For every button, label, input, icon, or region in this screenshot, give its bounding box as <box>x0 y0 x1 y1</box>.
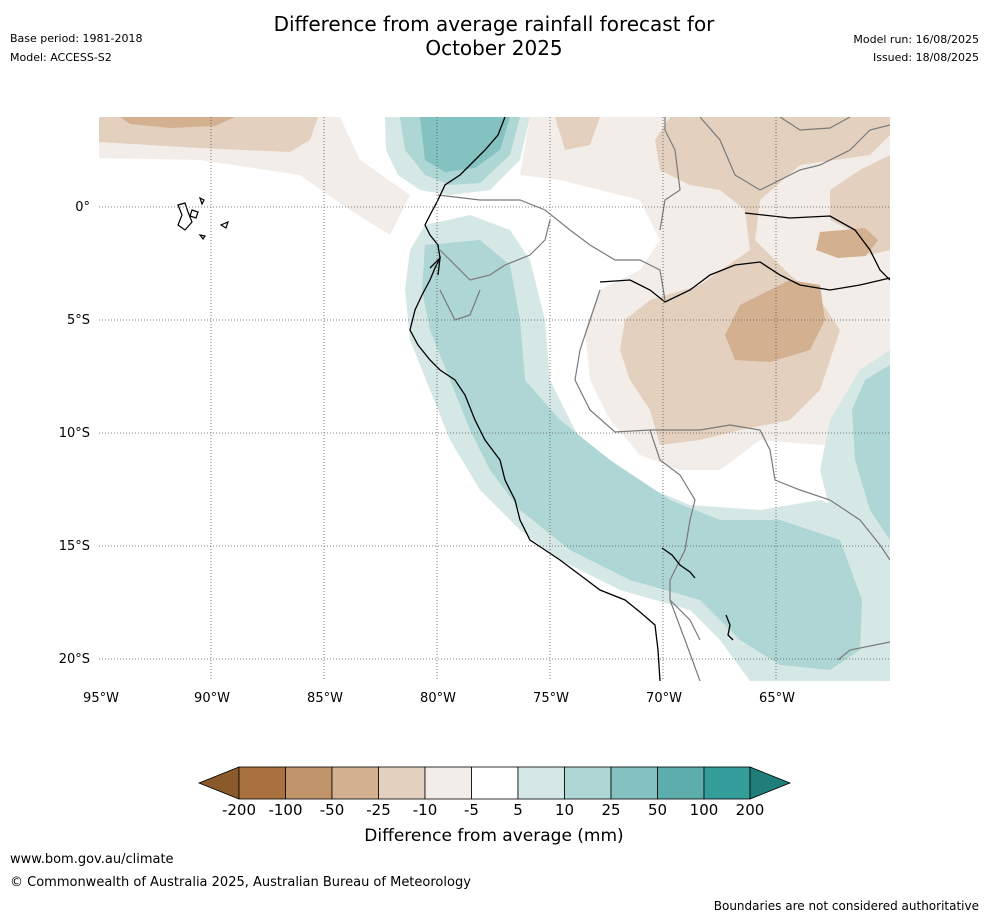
lon-label: 80°W <box>420 691 456 706</box>
colorbar-label: -10 <box>412 801 438 819</box>
colorbar-segment <box>378 766 426 800</box>
colorbar-label: -100 <box>268 801 303 819</box>
colorbar-segment <box>703 766 751 800</box>
map-title: Difference from average rainfall forecas… <box>0 12 988 60</box>
lat-label: 5°S <box>67 313 90 328</box>
colorbar-label: -25 <box>366 801 391 819</box>
title-line-2: October 2025 <box>425 36 563 60</box>
colorbar-arrow-right <box>749 766 792 800</box>
colorbar-label: 200 <box>735 801 765 819</box>
colorbar-label: -5 <box>464 801 479 819</box>
colorbar-segment <box>564 766 612 800</box>
colorbar-title: Difference from average (mm) <box>364 826 624 846</box>
colorbar-label: -50 <box>319 801 345 819</box>
lon-label: 70°W <box>646 691 682 706</box>
wet-coastal-band-inner <box>422 240 862 670</box>
model-name: Model: ACCESS-S2 <box>10 51 112 64</box>
colorbar-segment <box>610 766 658 800</box>
issued-date: Issued: 18/08/2025 <box>872 51 979 64</box>
coastline <box>409 117 890 681</box>
colorbar-segment <box>471 766 519 800</box>
wet-region-east-inner <box>852 365 890 540</box>
dry-region-northwest-core <box>120 117 235 128</box>
country-borders <box>437 117 890 681</box>
copyright-notice: © Commonwealth of Australia 2025, Austra… <box>10 875 471 890</box>
lat-label: 10°S <box>59 426 90 441</box>
title-line-1: Difference from average rainfall forecas… <box>273 12 715 36</box>
colorbar-label: 25 <box>601 801 621 819</box>
map-field <box>99 117 890 681</box>
colorbar-label: -200 <box>221 801 257 819</box>
lat-label: 0° <box>75 200 90 215</box>
base-period: Base period: 1981-2018 <box>10 32 143 45</box>
colorbar-label: 100 <box>689 801 719 819</box>
lon-label: 75°W <box>533 691 569 706</box>
dry-region-northeast-inner <box>555 117 890 445</box>
longitude-labels: 95°W 90°W 85°W 80°W 75°W 70°W 65°W <box>83 691 795 706</box>
colorbar-label: 5 <box>513 801 523 819</box>
colorbar-arrow-left <box>197 766 240 800</box>
latitude-labels: 0° 5°S 10°S 15°S 20°S <box>59 200 90 667</box>
lon-label: 90°W <box>194 691 230 706</box>
colorbar-segment <box>517 766 565 800</box>
colorbar <box>197 766 792 800</box>
website-link[interactable]: www.bom.gov.au/climate <box>10 852 174 867</box>
boundaries-disclaimer: Boundaries are not considered authoritat… <box>713 899 979 913</box>
lat-label: 20°S <box>59 652 90 667</box>
lon-label: 95°W <box>83 691 119 706</box>
colorbar-segment <box>657 766 705 800</box>
model-run: Model run: 16/08/2025 <box>853 33 979 46</box>
colorbar-segment <box>331 766 379 800</box>
graticule <box>99 117 890 681</box>
lat-label: 15°S <box>59 539 90 554</box>
colorbar-segment <box>424 766 472 800</box>
lon-label: 65°W <box>759 691 795 706</box>
colorbar-segment <box>285 766 333 800</box>
colorbar-label: 10 <box>554 801 575 819</box>
colorbar-label: 50 <box>647 801 668 819</box>
wet-region-north-core <box>420 117 510 172</box>
lon-label: 85°W <box>307 691 343 706</box>
galapagos-islands <box>177 196 229 241</box>
dry-region-northeast-core <box>725 228 878 362</box>
colorbar-segment <box>238 766 286 800</box>
